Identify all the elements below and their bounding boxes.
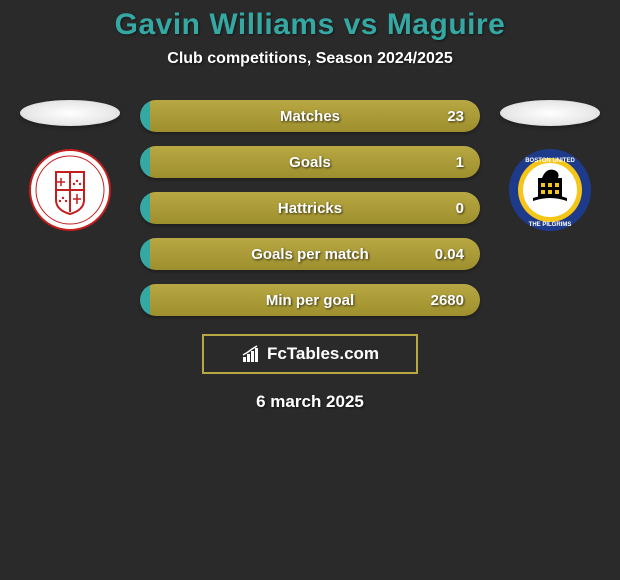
right-player-platform [500,100,600,126]
right-team-crest: BOSTON UNITED THE PILGRIMS [508,148,592,232]
stat-label: Min per goal [266,292,354,309]
comparison-subtitle: Club competitions, Season 2024/2025 [0,50,620,68]
brand-text: FcTables.com [267,344,379,364]
stat-bar-overlay: Goals per match 0.04 [140,238,480,270]
stat-bar: Goals 1 [140,146,480,178]
comparison-title: Gavin Williams vs Maguire [0,8,620,42]
stat-bar: Min per goal 2680 [140,284,480,316]
stat-right-value: 1 [456,154,464,171]
chart-icon [241,345,261,363]
stat-bar: Matches 23 [140,100,480,132]
stat-bar-overlay: Matches 23 [140,100,480,132]
stat-label: Goals [289,154,331,171]
stat-label: Matches [280,108,340,125]
stat-bar-overlay: Min per goal 2680 [140,284,480,316]
stats-bars: Matches 23 Goals 1 Hattricks 0 Goals per match… [140,100,480,316]
brand-attribution: FcTables.com [202,334,418,374]
left-player-platform [20,100,120,126]
stat-label: Goals per match [251,246,369,263]
comparison-date: 6 march 2025 [0,392,620,412]
stat-right-value: 2680 [431,292,464,309]
comparison-body: Matches 23 Goals 1 Hattricks 0 Goals per match… [0,100,620,316]
stat-bar-overlay: Goals 1 [140,146,480,178]
stat-right-value: 0.04 [435,246,464,263]
left-team-crest [28,148,112,232]
svg-text:THE PILGRIMS: THE PILGRIMS [529,222,572,228]
right-player-column: BOSTON UNITED THE PILGRIMS [500,100,600,232]
stat-bar-overlay: Hattricks 0 [140,192,480,224]
stat-bar: Goals per match 0.04 [140,238,480,270]
svg-text:BOSTON UNITED: BOSTON UNITED [525,158,575,164]
stat-bar: Hattricks 0 [140,192,480,224]
left-player-column [20,100,120,232]
stat-right-value: 0 [456,200,464,217]
stat-right-value: 23 [447,108,464,125]
stat-label: Hattricks [278,200,342,217]
